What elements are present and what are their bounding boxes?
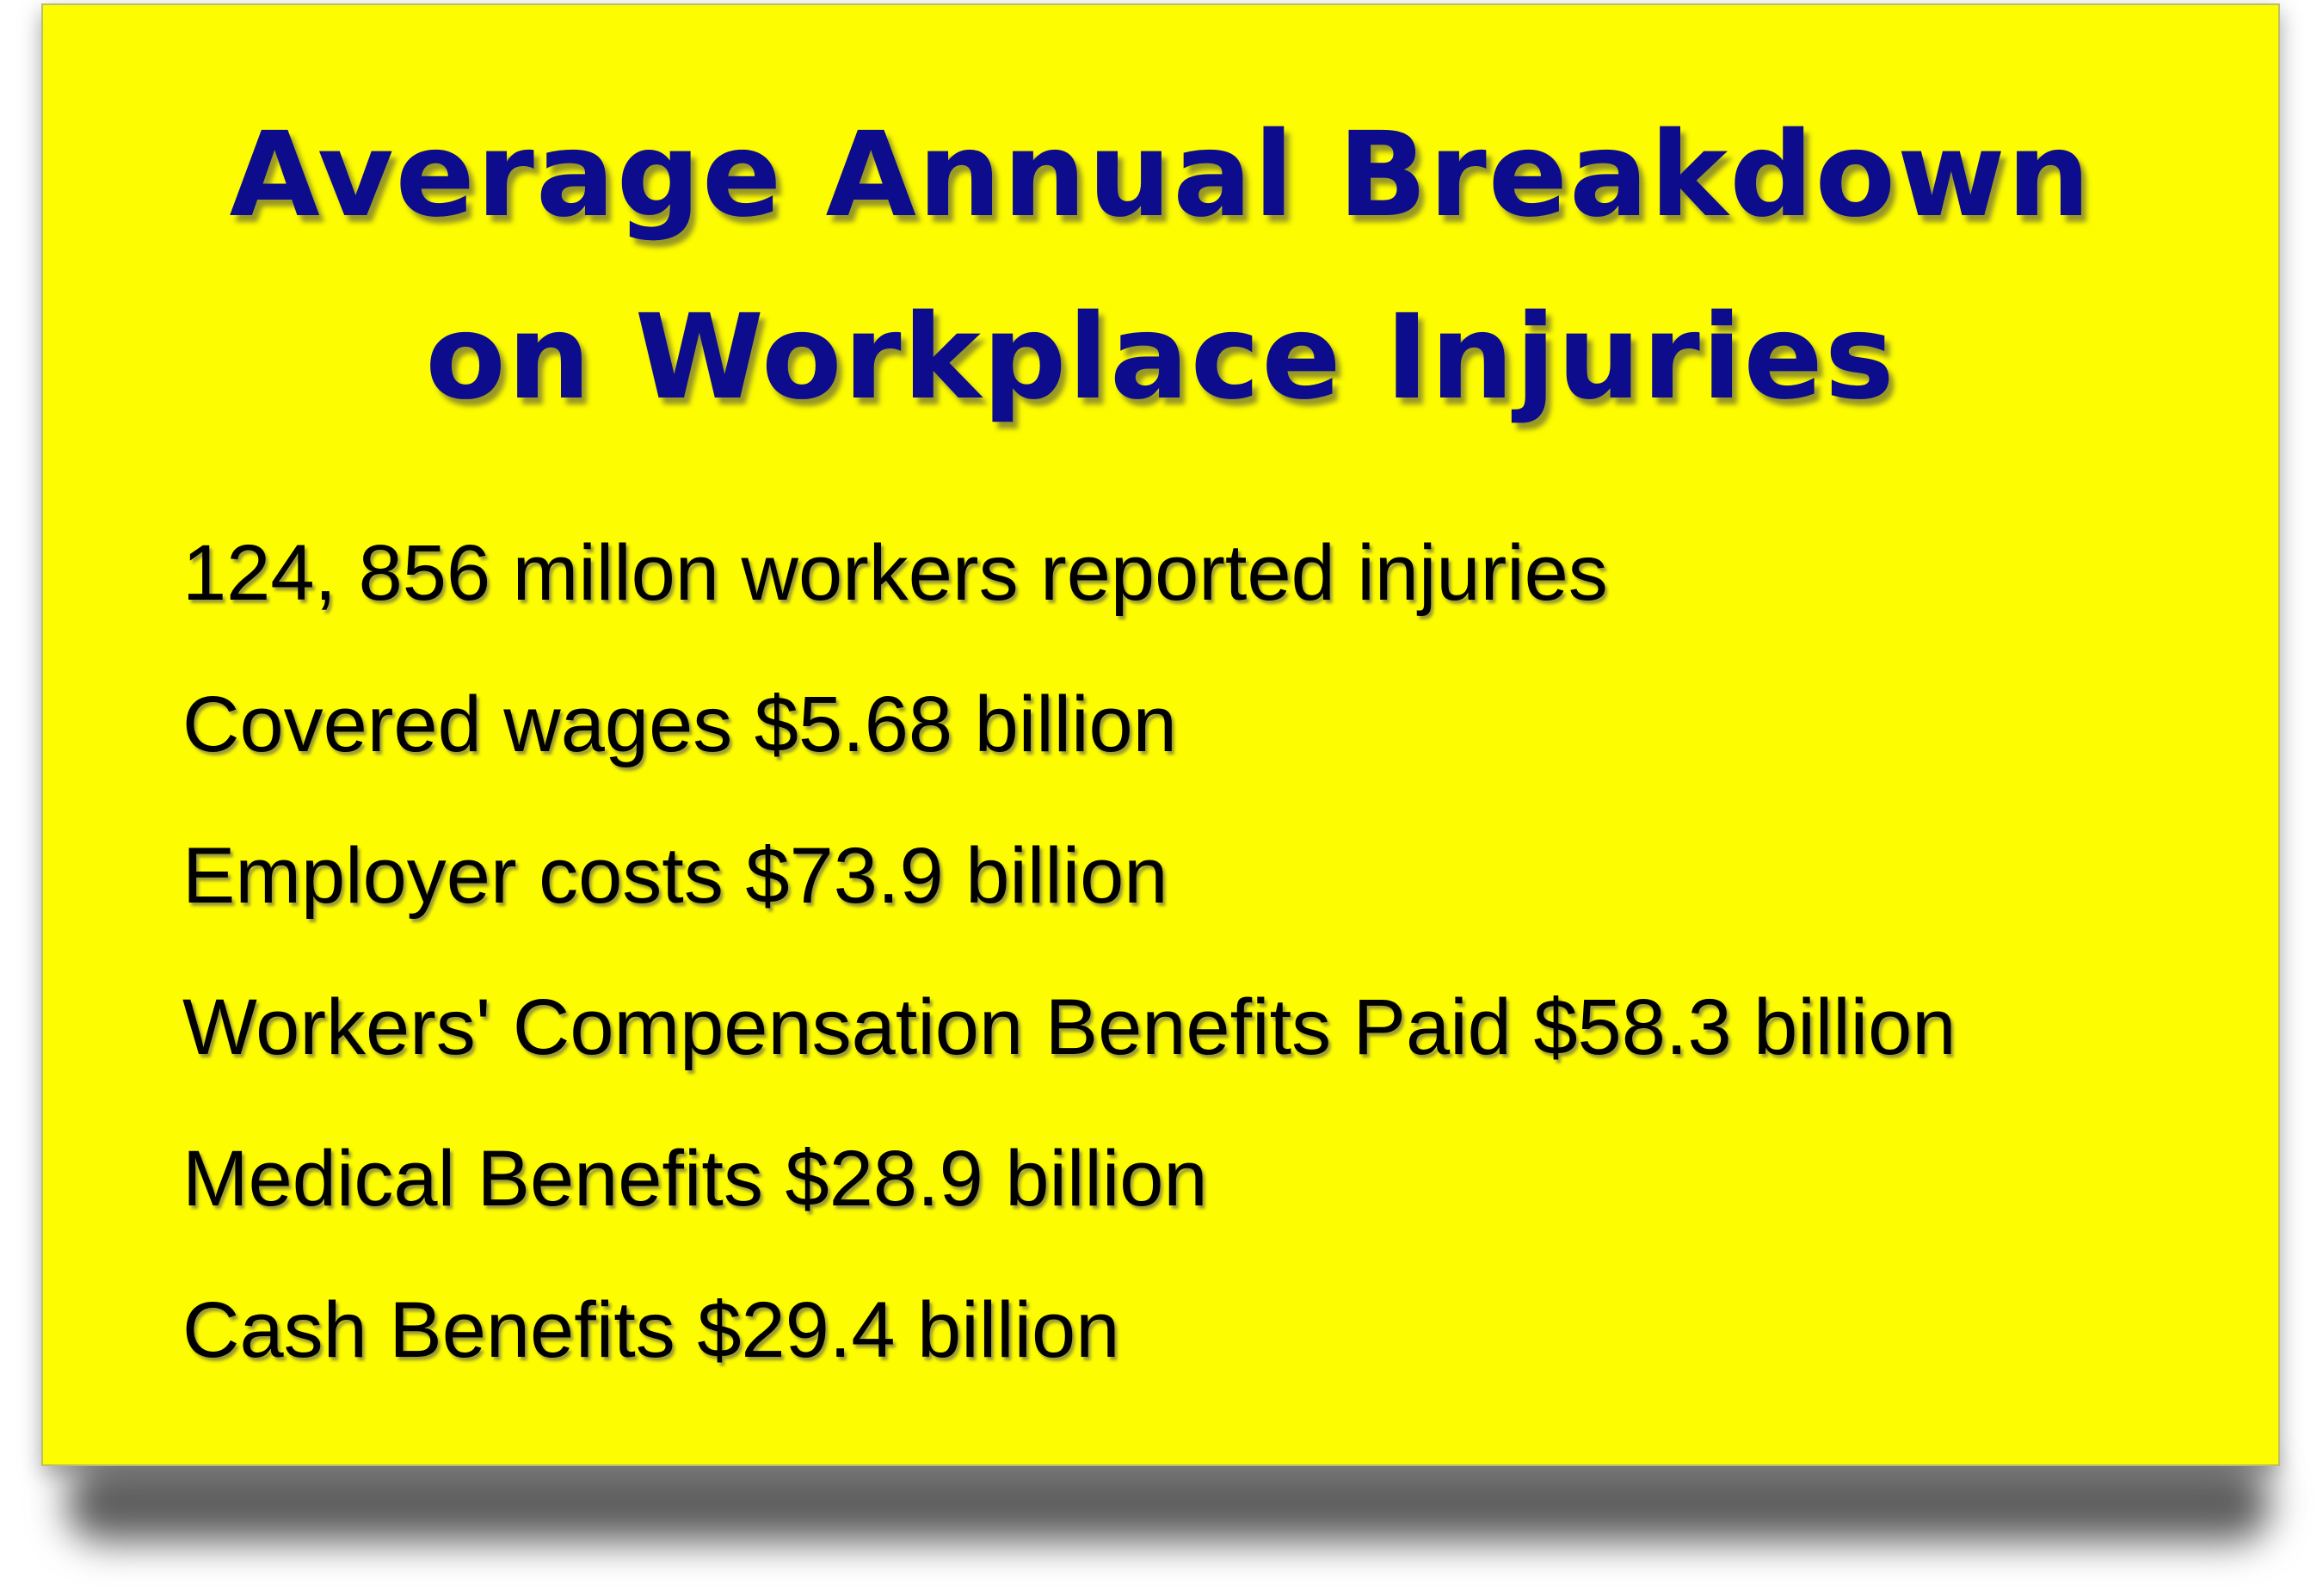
fact-covered-wages: Covered wages $5.68 billion (182, 681, 1177, 768)
fact-medical-benefits: Medical Benefits $28.9 billion (182, 1135, 1208, 1223)
fact-injured-workers: 124, 856 millon workers reported injurie… (182, 529, 1608, 617)
card-title: Average Annual Breakdown on Workplace In… (43, 84, 2278, 449)
fact-list: 124, 856 millon workers reported injurie… (182, 497, 1956, 1406)
card-title-line-2: on Workplace Injuries (425, 290, 1896, 426)
info-card: Average Annual Breakdown on Workplace In… (41, 3, 2280, 1466)
fact-cash-benefits: Cash Benefits $29.4 billion (182, 1286, 1120, 1374)
card-drop-shadow (67, 1463, 2270, 1542)
fact-employer-costs: Employer costs $73.9 billion (182, 832, 1168, 920)
card-title-line-1: Average Annual Breakdown (229, 108, 2092, 243)
fact-compensation-benefits-paid: Workers' Compensation Benefits Paid $58.… (182, 983, 1956, 1071)
